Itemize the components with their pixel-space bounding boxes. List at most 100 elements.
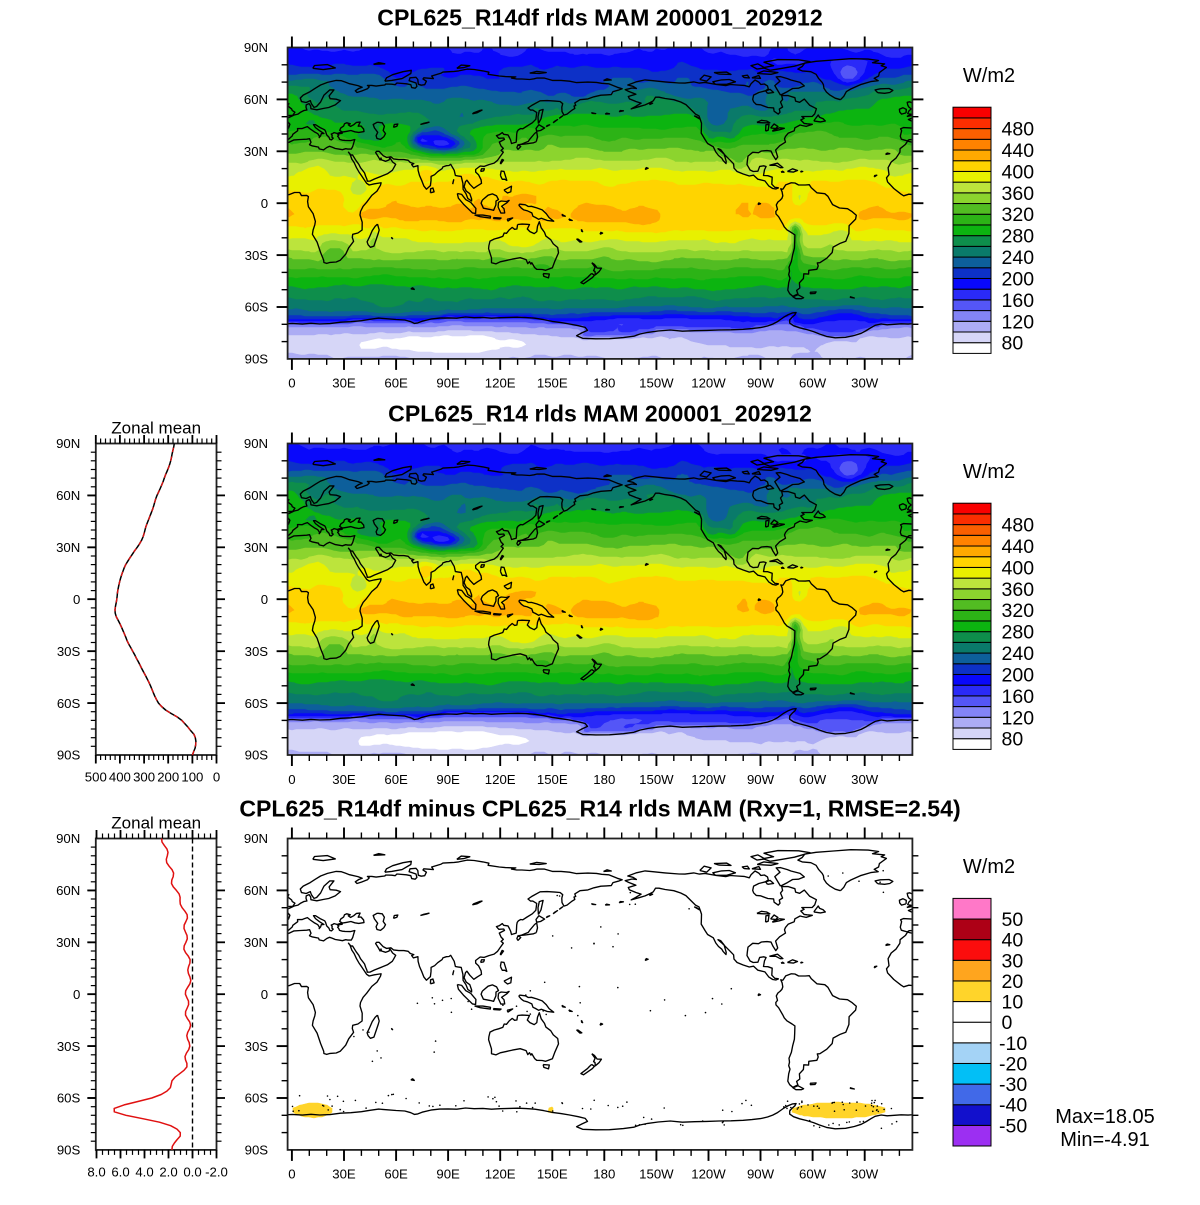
svg-text:-2.0: -2.0	[205, 1164, 228, 1179]
svg-text:30S: 30S	[57, 644, 81, 659]
svg-text:30N: 30N	[244, 935, 268, 950]
svg-text:4.0: 4.0	[135, 1164, 153, 1179]
svg-text:200: 200	[1002, 665, 1035, 687]
svg-text:30E: 30E	[332, 376, 356, 391]
svg-text:W/m2: W/m2	[963, 856, 1015, 878]
svg-text:30E: 30E	[332, 772, 356, 787]
svg-text:60N: 60N	[244, 92, 268, 107]
svg-text:120E: 120E	[485, 376, 516, 391]
svg-text:320: 320	[1002, 204, 1035, 226]
svg-text:90S: 90S	[57, 1143, 81, 1158]
svg-text:300: 300	[133, 770, 155, 785]
svg-text:50: 50	[1002, 909, 1024, 931]
svg-text:CPL625_R14df minus CPL625_R14: CPL625_R14df minus CPL625_R14 rlds MAM (…	[239, 796, 960, 822]
svg-text:400: 400	[109, 770, 131, 785]
svg-text:90N: 90N	[244, 436, 268, 451]
svg-text:150W: 150W	[639, 376, 674, 391]
svg-text:150W: 150W	[639, 772, 674, 787]
svg-text:60N: 60N	[244, 883, 268, 898]
svg-text:30N: 30N	[56, 540, 80, 555]
svg-text:120E: 120E	[485, 772, 516, 787]
svg-text:280: 280	[1002, 226, 1035, 248]
svg-text:30N: 30N	[244, 144, 268, 159]
svg-text:Zonal mean: Zonal mean	[111, 419, 201, 438]
svg-text:0: 0	[288, 376, 295, 391]
svg-text:60N: 60N	[56, 883, 80, 898]
svg-text:90S: 90S	[245, 1143, 269, 1158]
svg-text:240: 240	[1002, 643, 1035, 665]
svg-text:CPL625_R14 rlds MAM 200001_202: CPL625_R14 rlds MAM 200001_202912	[388, 401, 812, 427]
svg-text:-10: -10	[999, 1033, 1027, 1055]
svg-text:280: 280	[1002, 622, 1035, 644]
svg-text:90N: 90N	[244, 40, 268, 55]
svg-text:W/m2: W/m2	[963, 461, 1015, 483]
svg-text:30S: 30S	[245, 1039, 269, 1054]
svg-text:180: 180	[593, 772, 615, 787]
svg-text:150W: 150W	[639, 1167, 674, 1182]
svg-text:120W: 120W	[691, 376, 726, 391]
svg-text:2.0: 2.0	[159, 1164, 177, 1179]
svg-text:0.0: 0.0	[183, 1164, 201, 1179]
svg-text:60W: 60W	[799, 772, 827, 787]
svg-text:90E: 90E	[436, 772, 460, 787]
svg-text:400: 400	[1002, 161, 1035, 183]
svg-text:180: 180	[593, 376, 615, 391]
svg-text:120W: 120W	[691, 1167, 726, 1182]
svg-text:60W: 60W	[799, 1167, 827, 1182]
svg-text:90W: 90W	[747, 1167, 775, 1182]
svg-text:500: 500	[85, 770, 107, 785]
svg-text:0: 0	[1002, 1012, 1013, 1034]
svg-text:160: 160	[1002, 290, 1035, 312]
svg-text:0: 0	[288, 1167, 295, 1182]
svg-text:-40: -40	[999, 1095, 1027, 1117]
svg-text:90W: 90W	[747, 376, 775, 391]
svg-text:90W: 90W	[747, 772, 775, 787]
svg-text:90E: 90E	[436, 376, 460, 391]
svg-text:30S: 30S	[245, 248, 269, 263]
svg-text:40: 40	[1002, 930, 1024, 952]
svg-text:0: 0	[213, 770, 220, 785]
svg-text:60N: 60N	[244, 488, 268, 503]
svg-text:80: 80	[1002, 729, 1024, 751]
svg-text:60S: 60S	[57, 1091, 81, 1106]
svg-text:440: 440	[1002, 536, 1035, 558]
svg-text:-20: -20	[999, 1054, 1027, 1076]
svg-text:80: 80	[1002, 333, 1024, 355]
svg-text:60S: 60S	[57, 696, 81, 711]
svg-text:0: 0	[73, 987, 80, 1002]
svg-text:30N: 30N	[56, 935, 80, 950]
svg-text:30W: 30W	[851, 1167, 879, 1182]
svg-text:90S: 90S	[245, 352, 269, 367]
svg-text:90N: 90N	[56, 436, 80, 451]
svg-text:150E: 150E	[537, 376, 568, 391]
svg-text:-50: -50	[999, 1115, 1027, 1137]
svg-text:440: 440	[1002, 140, 1035, 162]
svg-text:90S: 90S	[245, 748, 269, 763]
svg-text:150E: 150E	[537, 772, 568, 787]
svg-text:60S: 60S	[245, 696, 269, 711]
svg-text:360: 360	[1002, 579, 1035, 601]
svg-text:120: 120	[1002, 707, 1035, 729]
svg-text:30S: 30S	[57, 1039, 81, 1054]
svg-text:6.0: 6.0	[111, 1164, 129, 1179]
svg-text:60E: 60E	[384, 376, 408, 391]
svg-text:120W: 120W	[691, 772, 726, 787]
svg-text:200: 200	[1002, 269, 1035, 291]
svg-text:60N: 60N	[56, 488, 80, 503]
svg-text:90E: 90E	[436, 1167, 460, 1182]
svg-text:0: 0	[73, 592, 80, 607]
svg-text:60W: 60W	[799, 376, 827, 391]
svg-text:60S: 60S	[245, 1091, 269, 1106]
svg-text:200: 200	[157, 770, 179, 785]
svg-text:30W: 30W	[851, 376, 879, 391]
svg-text:8.0: 8.0	[87, 1164, 105, 1179]
svg-text:0: 0	[288, 772, 295, 787]
svg-text:150E: 150E	[537, 1167, 568, 1182]
svg-text:180: 180	[593, 1167, 615, 1182]
svg-text:30W: 30W	[851, 772, 879, 787]
svg-text:240: 240	[1002, 247, 1035, 269]
svg-text:Zonal mean: Zonal mean	[111, 814, 201, 833]
svg-text:0: 0	[261, 987, 268, 1002]
svg-text:30S: 30S	[245, 644, 269, 659]
svg-text:CPL625_R14df rlds MAM 200001_2: CPL625_R14df rlds MAM 200001_202912	[377, 5, 822, 31]
